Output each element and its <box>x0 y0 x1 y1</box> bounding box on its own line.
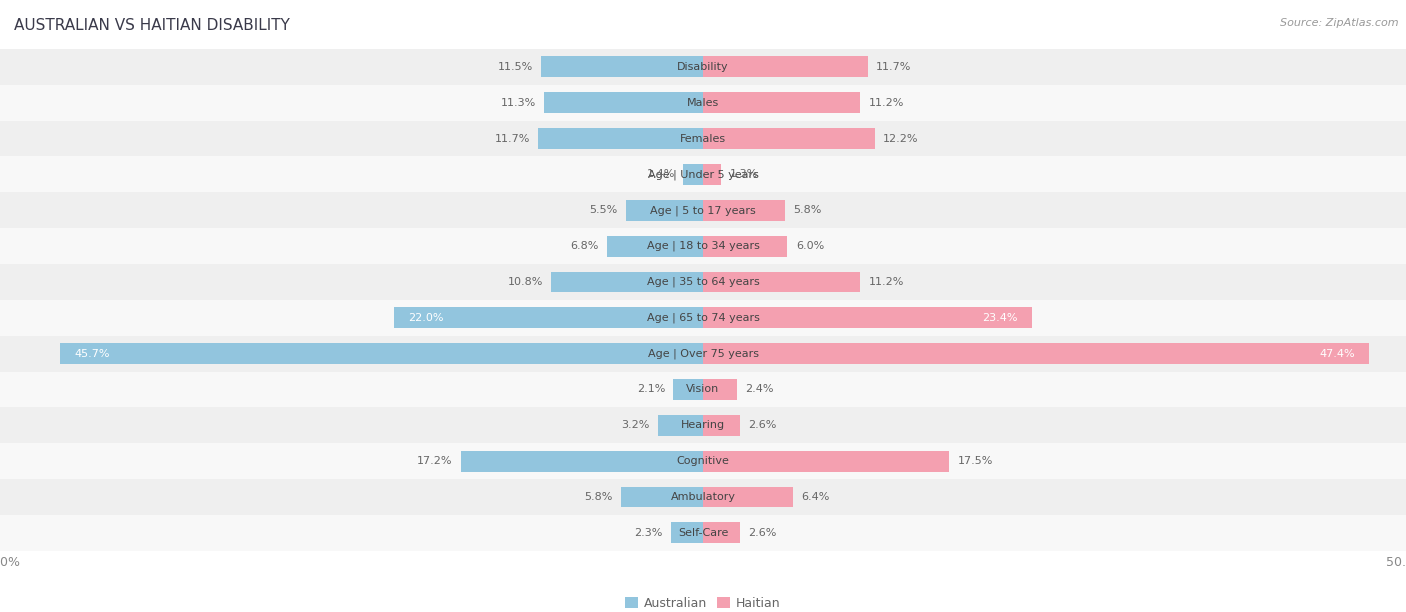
Bar <box>0 515 1406 551</box>
Bar <box>0 371 1406 408</box>
Bar <box>703 307 1032 328</box>
Text: 5.8%: 5.8% <box>585 492 613 502</box>
Text: Males: Males <box>688 98 718 108</box>
Text: 2.4%: 2.4% <box>745 384 773 395</box>
Bar <box>0 121 1406 157</box>
Text: Vision: Vision <box>686 384 720 395</box>
Bar <box>60 343 703 364</box>
Bar <box>703 92 860 113</box>
Text: 17.5%: 17.5% <box>957 456 993 466</box>
Bar <box>0 300 1406 336</box>
Bar <box>461 451 703 472</box>
Text: Disability: Disability <box>678 62 728 72</box>
Bar <box>0 408 1406 443</box>
Bar <box>626 200 703 221</box>
Text: Cognitive: Cognitive <box>676 456 730 466</box>
Bar <box>703 379 737 400</box>
Text: AUSTRALIAN VS HAITIAN DISABILITY: AUSTRALIAN VS HAITIAN DISABILITY <box>14 18 290 34</box>
Bar <box>0 264 1406 300</box>
Bar <box>703 164 721 185</box>
Bar <box>551 272 703 293</box>
Bar <box>671 523 703 543</box>
Bar <box>538 128 703 149</box>
Text: 23.4%: 23.4% <box>983 313 1018 323</box>
Text: 3.2%: 3.2% <box>621 420 650 430</box>
Text: Age | Over 75 years: Age | Over 75 years <box>648 348 758 359</box>
Text: 11.2%: 11.2% <box>869 98 904 108</box>
Text: 6.4%: 6.4% <box>801 492 830 502</box>
Text: 2.6%: 2.6% <box>748 528 776 538</box>
Bar <box>703 236 787 256</box>
Text: 17.2%: 17.2% <box>418 456 453 466</box>
Bar <box>703 487 793 507</box>
Bar <box>703 128 875 149</box>
Bar <box>703 272 860 293</box>
Bar <box>0 85 1406 121</box>
Text: 22.0%: 22.0% <box>408 313 443 323</box>
Bar <box>703 200 785 221</box>
Bar <box>0 157 1406 192</box>
Text: Age | 5 to 17 years: Age | 5 to 17 years <box>650 205 756 215</box>
Text: Hearing: Hearing <box>681 420 725 430</box>
Text: 1.4%: 1.4% <box>647 170 675 179</box>
Text: 11.7%: 11.7% <box>495 133 530 144</box>
Text: 45.7%: 45.7% <box>75 349 110 359</box>
Text: 5.5%: 5.5% <box>589 205 617 215</box>
Bar <box>703 451 949 472</box>
Text: 6.8%: 6.8% <box>571 241 599 251</box>
Bar <box>673 379 703 400</box>
Bar <box>0 228 1406 264</box>
Bar <box>703 415 740 436</box>
Bar <box>703 523 740 543</box>
Bar <box>683 164 703 185</box>
Text: 12.2%: 12.2% <box>883 133 918 144</box>
Text: 10.8%: 10.8% <box>508 277 543 287</box>
Text: 5.8%: 5.8% <box>793 205 821 215</box>
Text: Self-Care: Self-Care <box>678 528 728 538</box>
Bar <box>621 487 703 507</box>
Bar <box>0 443 1406 479</box>
Bar <box>658 415 703 436</box>
Bar <box>0 49 1406 85</box>
Text: Females: Females <box>681 133 725 144</box>
Text: 2.3%: 2.3% <box>634 528 662 538</box>
Bar <box>0 479 1406 515</box>
Bar <box>703 343 1369 364</box>
Text: Age | 65 to 74 years: Age | 65 to 74 years <box>647 313 759 323</box>
Text: Age | 18 to 34 years: Age | 18 to 34 years <box>647 241 759 252</box>
Text: Age | Under 5 years: Age | Under 5 years <box>648 169 758 180</box>
Bar <box>607 236 703 256</box>
Text: Source: ZipAtlas.com: Source: ZipAtlas.com <box>1281 18 1399 28</box>
Text: 6.0%: 6.0% <box>796 241 824 251</box>
Bar <box>703 56 868 77</box>
Text: 11.2%: 11.2% <box>869 277 904 287</box>
Text: 11.5%: 11.5% <box>498 62 533 72</box>
Text: 1.3%: 1.3% <box>730 170 758 179</box>
Text: 11.3%: 11.3% <box>501 98 536 108</box>
Bar <box>544 92 703 113</box>
Bar <box>394 307 703 328</box>
Text: Ambulatory: Ambulatory <box>671 492 735 502</box>
Text: Age | 35 to 64 years: Age | 35 to 64 years <box>647 277 759 287</box>
Text: 11.7%: 11.7% <box>876 62 911 72</box>
Text: 2.6%: 2.6% <box>748 420 776 430</box>
Bar <box>0 336 1406 371</box>
Bar <box>0 192 1406 228</box>
Text: 47.4%: 47.4% <box>1320 349 1355 359</box>
Legend: Australian, Haitian: Australian, Haitian <box>620 592 786 612</box>
Bar <box>541 56 703 77</box>
Text: 2.1%: 2.1% <box>637 384 665 395</box>
